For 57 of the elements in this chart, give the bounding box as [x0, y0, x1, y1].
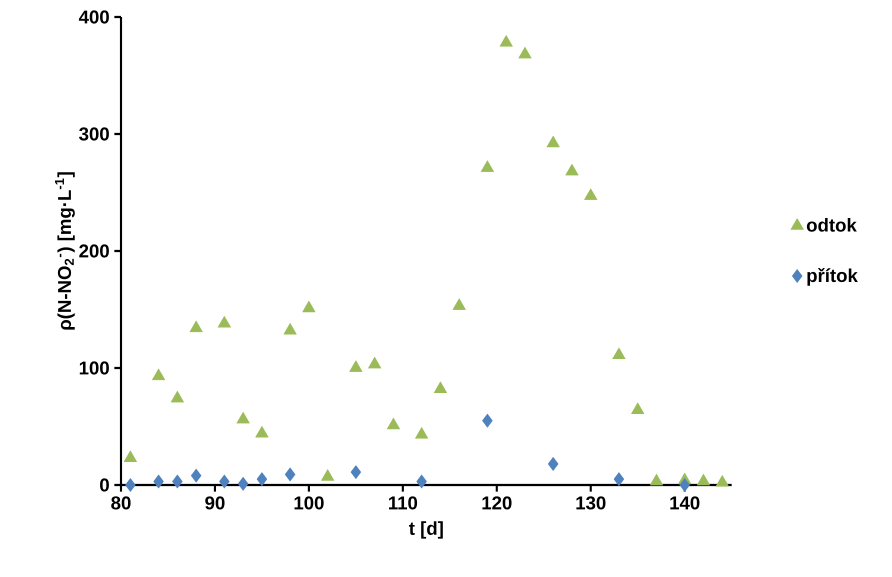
point — [350, 465, 362, 480]
point — [190, 468, 202, 483]
point — [190, 320, 203, 332]
y-tick-label: 300 — [79, 127, 109, 141]
point — [416, 474, 427, 488]
point — [302, 300, 316, 312]
point — [256, 472, 268, 486]
x-tick-label: 110 — [389, 496, 418, 510]
point — [482, 414, 493, 428]
point — [434, 381, 448, 393]
point — [172, 474, 183, 488]
y-tick-label: 400 — [78, 10, 109, 24]
x-tick-label: 120 — [482, 496, 512, 510]
point — [612, 348, 626, 360]
point — [236, 412, 250, 424]
point — [284, 468, 296, 482]
legend-label: odtok — [806, 218, 857, 232]
x-tick-label: 100 — [294, 496, 324, 510]
point — [546, 136, 560, 148]
point — [152, 368, 166, 380]
point — [480, 160, 494, 172]
y-tick-label: 0 — [100, 478, 109, 492]
point — [696, 474, 710, 486]
legend-label: přítok — [807, 268, 858, 286]
point — [679, 478, 690, 492]
point — [218, 316, 231, 328]
point — [452, 298, 466, 310]
x-axis-title: t [d] — [409, 521, 443, 539]
point — [153, 474, 164, 488]
point — [415, 427, 428, 439]
point — [284, 322, 297, 334]
point — [584, 188, 598, 200]
x-tick-label: 140 — [670, 496, 700, 510]
x-tick-label: 90 — [205, 496, 225, 510]
point — [255, 426, 269, 438]
point — [631, 402, 644, 414]
x-tick-label: 80 — [111, 496, 131, 510]
point — [518, 46, 532, 58]
point — [500, 35, 513, 47]
point — [125, 478, 136, 492]
y-axis-title: ρ(N-NO$_{2}$$^{-}$) [mg·L$^{-1}$] — [54, 172, 75, 330]
y-tick-label: 200 — [79, 244, 109, 258]
point — [238, 476, 248, 491]
point — [614, 472, 624, 486]
point — [386, 418, 400, 430]
point — [650, 474, 664, 486]
point — [548, 457, 558, 471]
point — [565, 164, 579, 176]
point — [716, 475, 729, 487]
point — [349, 360, 362, 372]
point — [124, 450, 137, 462]
point — [219, 474, 230, 488]
point — [321, 469, 334, 481]
point — [170, 390, 184, 402]
y-tick-label: 100 — [80, 361, 109, 375]
x-tick-label: 130 — [576, 496, 606, 510]
point — [368, 356, 382, 368]
